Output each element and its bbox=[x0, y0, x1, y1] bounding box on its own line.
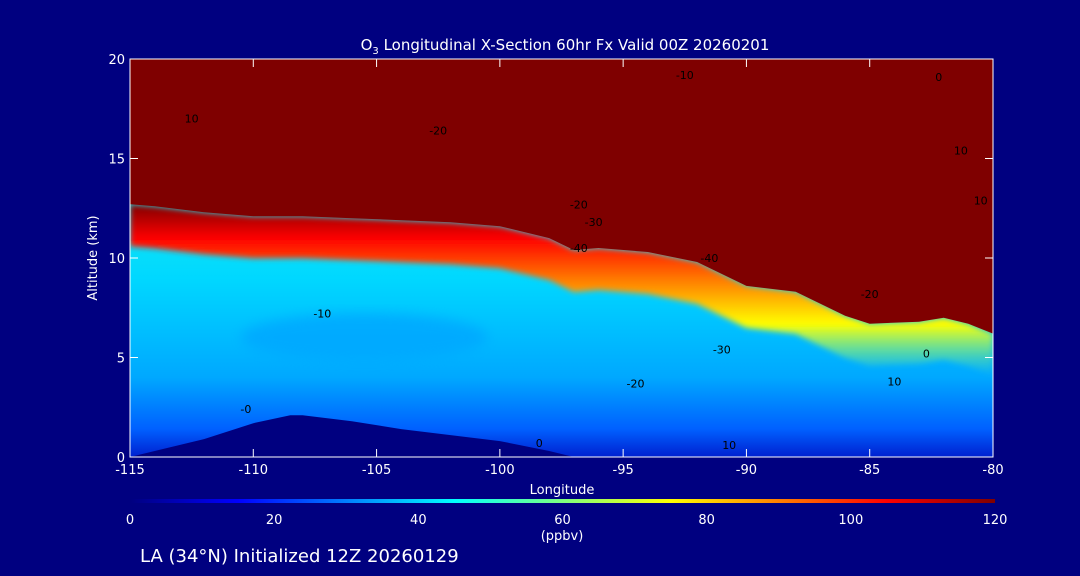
y-tick-label: 15 bbox=[108, 153, 125, 168]
colorbar-tick-label: 80 bbox=[698, 513, 715, 528]
stratosphere-region bbox=[130, 59, 993, 334]
colorbar-tick-label: 40 bbox=[410, 513, 427, 528]
tropopause-transition-band bbox=[130, 204, 993, 376]
contour-label: 10 bbox=[722, 439, 736, 452]
contour-label: -0 bbox=[240, 403, 251, 416]
colorbar-tick-label: 20 bbox=[266, 513, 283, 528]
contour-label: -40 bbox=[570, 242, 588, 255]
contour-label: 10 bbox=[185, 113, 199, 126]
y-tick-label: 5 bbox=[117, 352, 125, 367]
x-tick-label: -110 bbox=[239, 463, 269, 478]
x-tick-label: -100 bbox=[485, 463, 515, 478]
contour-label: 0 bbox=[935, 71, 942, 84]
contour-label: 0 bbox=[923, 348, 930, 361]
x-tick-label: -95 bbox=[613, 463, 634, 478]
colorbar bbox=[130, 499, 995, 503]
contour-label: 10 bbox=[887, 375, 901, 388]
x-tick-label: -115 bbox=[115, 463, 145, 478]
contour-label: 0 bbox=[536, 437, 543, 450]
y-axis-label: Altitude (km) bbox=[86, 215, 101, 300]
contour-label: 10 bbox=[974, 194, 988, 207]
plot-area: 10 -20 -10 0 10 10 -20 -30 -40 -40 -20 -10 -30 -20 0 10… bbox=[130, 59, 993, 457]
x-tick-label: -90 bbox=[736, 463, 757, 478]
y-tick-label: 0 bbox=[117, 451, 125, 466]
x-tick-label: -80 bbox=[982, 463, 1003, 478]
colorbar-tick-label: 120 bbox=[983, 513, 1008, 528]
x-axis: -115 -110 -105 -100 -95 -90 -85 -80 bbox=[115, 59, 1004, 478]
low-ozone-pocket bbox=[240, 313, 488, 362]
y-tick-label: 20 bbox=[108, 53, 125, 68]
contour-label: -20 bbox=[570, 198, 588, 211]
y-tick-label: 10 bbox=[108, 252, 125, 267]
x-tick-label: -85 bbox=[859, 463, 880, 478]
x-axis-label: Longitude bbox=[530, 483, 595, 498]
contour-label: -20 bbox=[861, 288, 879, 301]
contour-label: 10 bbox=[954, 145, 968, 158]
colorbar-ticks: 0 20 40 60 80 100 120 bbox=[126, 513, 1008, 528]
contour-label: -20 bbox=[627, 377, 645, 390]
colorbar-unit-label: (ppbv) bbox=[541, 529, 584, 544]
contour-label: -10 bbox=[676, 69, 694, 82]
colorbar-tick-label: 60 bbox=[554, 513, 571, 528]
contour-label: -10 bbox=[313, 308, 331, 321]
y-axis: 0 5 10 15 20 bbox=[108, 53, 993, 466]
colorbar-tick-label: 0 bbox=[126, 513, 134, 528]
contour-label: -30 bbox=[713, 344, 731, 357]
chart-title: O3 Longitudinal X-Section 60hr Fx Valid … bbox=[361, 36, 770, 57]
x-tick-label: -105 bbox=[362, 463, 392, 478]
colorbar-tick-label: 100 bbox=[838, 513, 863, 528]
contour-label: -30 bbox=[585, 216, 603, 229]
footer-location-text: LA (34°N) Initialized 12Z 20260129 bbox=[140, 546, 459, 567]
contour-label: -20 bbox=[429, 125, 447, 138]
terrain-mask bbox=[130, 415, 993, 457]
contour-label: -40 bbox=[700, 252, 718, 265]
